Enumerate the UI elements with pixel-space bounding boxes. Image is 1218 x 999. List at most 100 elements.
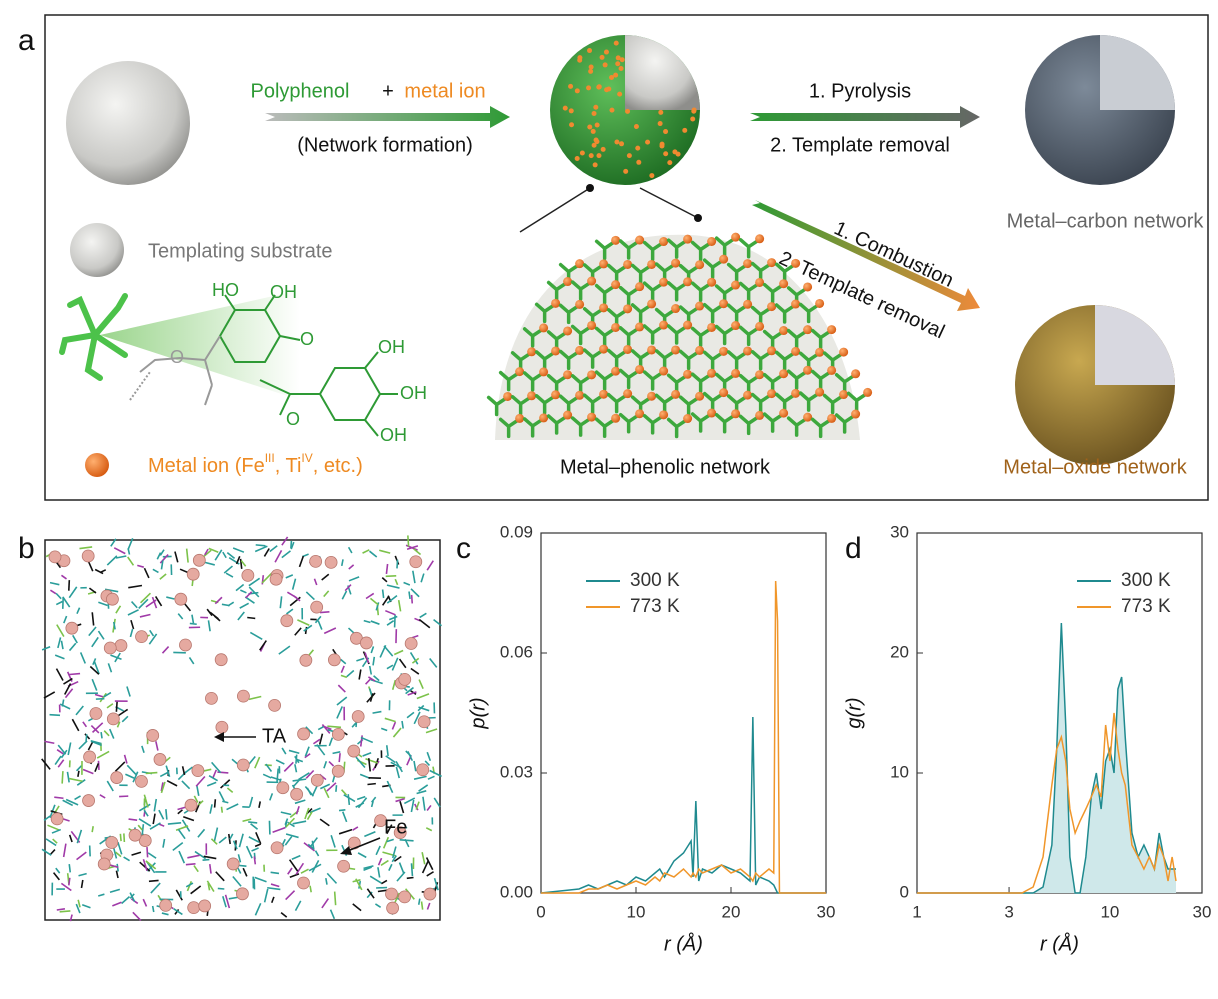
- fe-atom: [405, 638, 417, 650]
- metal-node: [647, 345, 656, 354]
- bond: [367, 784, 375, 785]
- metal-dot: [568, 84, 573, 89]
- legend-label: 773 K: [1121, 596, 1171, 617]
- metal-node: [527, 391, 536, 400]
- metal-node: [587, 370, 596, 379]
- metal-node: [707, 237, 716, 246]
- fe-atom: [310, 555, 322, 567]
- x-tick-label: 20: [722, 902, 741, 921]
- fe-atom: [147, 729, 159, 741]
- step: 2. Template removal: [770, 134, 950, 156]
- metal-dot: [575, 156, 580, 161]
- metal-node: [563, 411, 572, 420]
- bond: [54, 797, 63, 798]
- metal-dot: [569, 108, 574, 113]
- metal-node: [611, 414, 620, 423]
- bond: [335, 892, 336, 906]
- fe-atom: [237, 759, 249, 771]
- sphere-cutaway: [625, 35, 700, 110]
- step: 1. Pyrolysis: [809, 80, 911, 102]
- fe-atom: [332, 728, 344, 740]
- metal-node: [755, 370, 764, 379]
- x-tick-label: 30: [817, 902, 836, 921]
- fe-atom: [90, 707, 102, 719]
- legend-text: Metal ion (FeIII, TiIV, etc.): [148, 451, 363, 477]
- metal-node: [767, 258, 776, 267]
- caption: (Network formation): [297, 134, 473, 156]
- metal-dot: [603, 62, 608, 67]
- metal-node: [683, 277, 692, 286]
- metal-node: [539, 367, 548, 376]
- series-line: [917, 623, 1176, 893]
- metal-node: [827, 325, 836, 334]
- metal-node: [563, 277, 572, 286]
- fe-atom: [338, 860, 350, 872]
- fe-atom: [237, 690, 249, 702]
- metal-dot: [569, 122, 574, 127]
- metal-node: [671, 259, 680, 268]
- metal-node: [635, 282, 644, 291]
- panel-label: c: [456, 532, 471, 565]
- fe-atom: [136, 631, 148, 643]
- bond: [419, 899, 420, 905]
- metal-dot: [587, 48, 592, 53]
- fe-atom: [84, 751, 96, 763]
- metal-node: [791, 389, 800, 398]
- metal-node: [791, 347, 800, 356]
- bond: [411, 863, 412, 876]
- bond: [326, 878, 327, 884]
- metal-node: [779, 279, 788, 288]
- atom-label: OH: [270, 282, 297, 302]
- metal-node: [755, 234, 764, 243]
- metal-dot: [606, 87, 611, 92]
- fe-atom: [154, 753, 166, 765]
- x-tick-label: 0: [536, 902, 545, 921]
- metal-dot: [627, 153, 632, 158]
- metal-node: [671, 390, 680, 399]
- metal-node: [539, 413, 548, 422]
- bond: [412, 595, 413, 604]
- zoom-dot: [586, 184, 594, 192]
- metal-dot: [592, 143, 597, 148]
- metal-node: [659, 321, 668, 330]
- metal-node: [551, 390, 560, 399]
- fe-atom: [227, 858, 239, 870]
- metal-node: [803, 325, 812, 334]
- metal-node: [623, 345, 632, 354]
- metal-node: [839, 348, 848, 357]
- x-tick-label: 1: [912, 902, 921, 921]
- metal-dot: [588, 69, 593, 74]
- metal-dot: [682, 128, 687, 133]
- metal-dot: [580, 151, 585, 156]
- metal-node: [587, 413, 596, 422]
- metal-node: [515, 367, 524, 376]
- fe-atom: [135, 775, 147, 787]
- fe-atom: [83, 795, 95, 807]
- bond: [86, 734, 87, 741]
- metal-dot: [636, 160, 641, 165]
- metal-node: [503, 392, 512, 401]
- bond: [402, 721, 403, 729]
- bond: [78, 771, 79, 777]
- fe-atom: [188, 902, 200, 914]
- metal-dot: [609, 108, 614, 113]
- metal-dot: [645, 140, 650, 145]
- fe-atom: [298, 728, 310, 740]
- metal-node: [551, 299, 560, 308]
- bond: [129, 819, 138, 820]
- fe-atom: [175, 593, 187, 605]
- fe-atom: [98, 858, 110, 870]
- metal-dot: [589, 65, 594, 70]
- bond: [397, 560, 398, 569]
- metal-dot: [593, 105, 598, 110]
- metal-dot: [609, 75, 614, 80]
- metal-node: [575, 259, 584, 268]
- zoom-line: [640, 188, 698, 218]
- metal-dot: [615, 61, 620, 66]
- bond: [153, 906, 154, 912]
- fe-atom: [215, 654, 227, 666]
- fe-atom: [277, 782, 289, 794]
- metal-node: [731, 233, 740, 242]
- metal-node: [779, 369, 788, 378]
- fe-atom: [387, 902, 399, 914]
